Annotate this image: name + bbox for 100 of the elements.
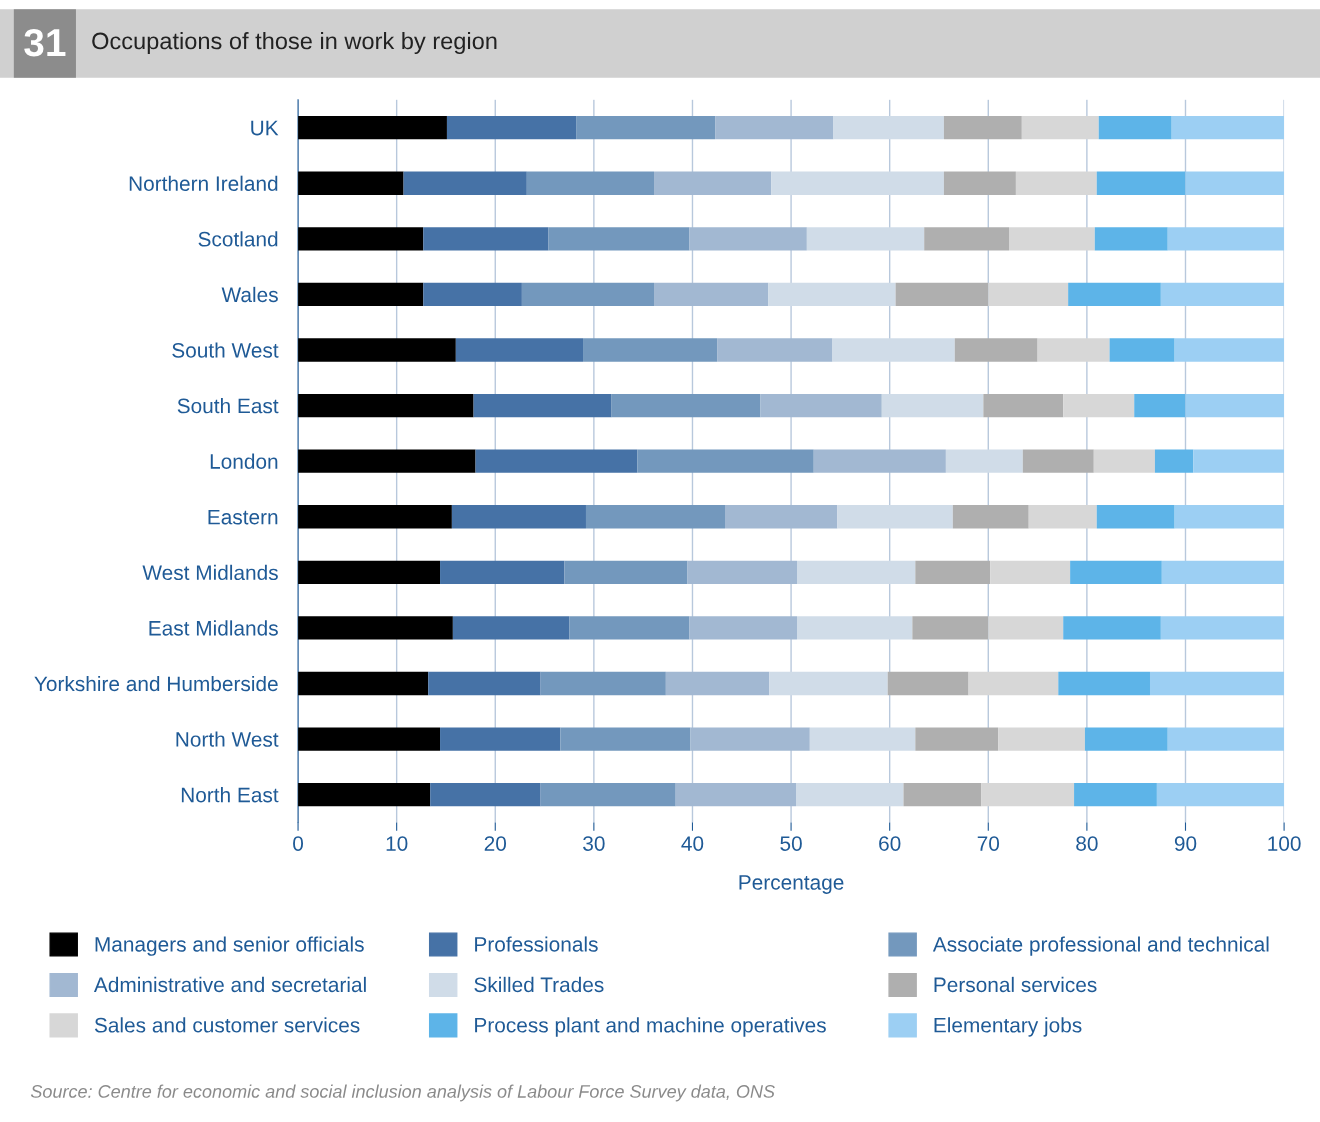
bar	[298, 282, 424, 307]
y-tick-label: North West	[176, 731, 279, 747]
legend-label: Process plant and machine operatives	[475, 1017, 826, 1037]
bar	[298, 671, 429, 696]
legend-label: Managers and senior officials	[95, 936, 364, 956]
bar	[1074, 782, 1157, 807]
bar	[452, 616, 570, 640]
bar	[298, 560, 441, 584]
bar	[298, 449, 476, 473]
bar	[771, 171, 944, 195]
bar	[1028, 505, 1097, 529]
bar	[560, 727, 691, 751]
bar	[540, 782, 676, 807]
bar	[1160, 282, 1285, 307]
bar	[1134, 393, 1186, 418]
bar	[1096, 505, 1175, 529]
bar	[1070, 560, 1162, 584]
x-tick-label: 0	[293, 836, 304, 851]
bar	[1094, 227, 1168, 251]
bar	[809, 727, 916, 751]
y-tick-label: Scotland	[198, 231, 278, 247]
bar	[1058, 671, 1150, 696]
bar	[952, 505, 1029, 529]
legend-label: Sales and customer services	[94, 1017, 360, 1033]
bar	[1174, 338, 1285, 362]
x-axis-title: Percentage	[739, 875, 844, 894]
bar	[1096, 171, 1186, 195]
y-tick-label: Northern Ireland	[129, 175, 278, 191]
bar	[769, 671, 888, 696]
bar	[440, 560, 565, 584]
bar	[837, 505, 953, 529]
bar	[1167, 727, 1285, 751]
bar	[924, 227, 1009, 251]
bar	[725, 505, 838, 529]
bar	[1098, 115, 1172, 140]
bar	[760, 393, 882, 418]
bar	[455, 338, 584, 362]
bar	[813, 449, 946, 473]
x-tick-label: 50	[780, 836, 802, 851]
text: 31	[24, 28, 66, 57]
bar	[521, 282, 655, 307]
bar	[895, 282, 989, 307]
bar	[440, 727, 561, 751]
bar	[954, 338, 1038, 362]
bar	[881, 393, 984, 418]
chart-title: Occupations of those in work by region	[92, 32, 497, 54]
y-tick-label: North East	[181, 787, 279, 803]
bar	[983, 393, 1064, 418]
bar	[585, 505, 726, 529]
bar	[1171, 115, 1285, 140]
bar	[1037, 338, 1110, 362]
bar	[298, 782, 431, 807]
bar	[1063, 393, 1135, 418]
bar	[1022, 449, 1094, 473]
x-tick-label: 10	[386, 836, 408, 851]
bar	[665, 671, 770, 696]
bar	[428, 671, 541, 696]
bar	[1174, 505, 1285, 529]
bar	[1063, 616, 1161, 640]
bar	[887, 671, 969, 696]
bar	[298, 115, 447, 140]
bar	[298, 727, 441, 751]
bar	[832, 338, 955, 362]
bar	[768, 282, 896, 307]
bar	[915, 727, 999, 751]
bar	[689, 616, 797, 640]
x-tick-label: 100	[1268, 836, 1301, 851]
bar	[654, 282, 769, 307]
bar	[583, 338, 718, 362]
x-tick-label: 40	[681, 836, 704, 851]
x-tick-label: 60	[879, 836, 901, 851]
bar	[526, 171, 655, 195]
bar	[298, 393, 474, 418]
bar	[1154, 449, 1194, 473]
bar	[473, 393, 612, 418]
bar	[298, 171, 404, 195]
bar	[298, 616, 453, 640]
bar	[1149, 671, 1285, 696]
bar	[403, 171, 527, 195]
y-tick-label: Eastern	[208, 509, 278, 525]
bar	[1015, 171, 1097, 195]
bar	[687, 560, 797, 584]
bar	[451, 505, 586, 529]
legend-label: Personal services	[934, 976, 1097, 993]
x-tick-label: 70	[977, 836, 1000, 851]
y-tick-label: London	[210, 453, 278, 469]
bar	[1093, 449, 1155, 473]
x-tick-label: 20	[484, 836, 507, 851]
bar	[298, 505, 452, 529]
source-note: Source: Centre for economic and social inclusion analysis of Labour Force Survey data, ONS	[30, 1084, 775, 1102]
bar	[833, 115, 944, 140]
bar	[675, 782, 797, 807]
bar	[423, 227, 549, 251]
bar	[564, 560, 688, 584]
bar	[796, 616, 913, 640]
bar	[1156, 782, 1285, 807]
bar	[945, 449, 1023, 473]
bar	[806, 227, 925, 251]
bar	[1185, 393, 1285, 418]
bar	[988, 282, 1069, 307]
